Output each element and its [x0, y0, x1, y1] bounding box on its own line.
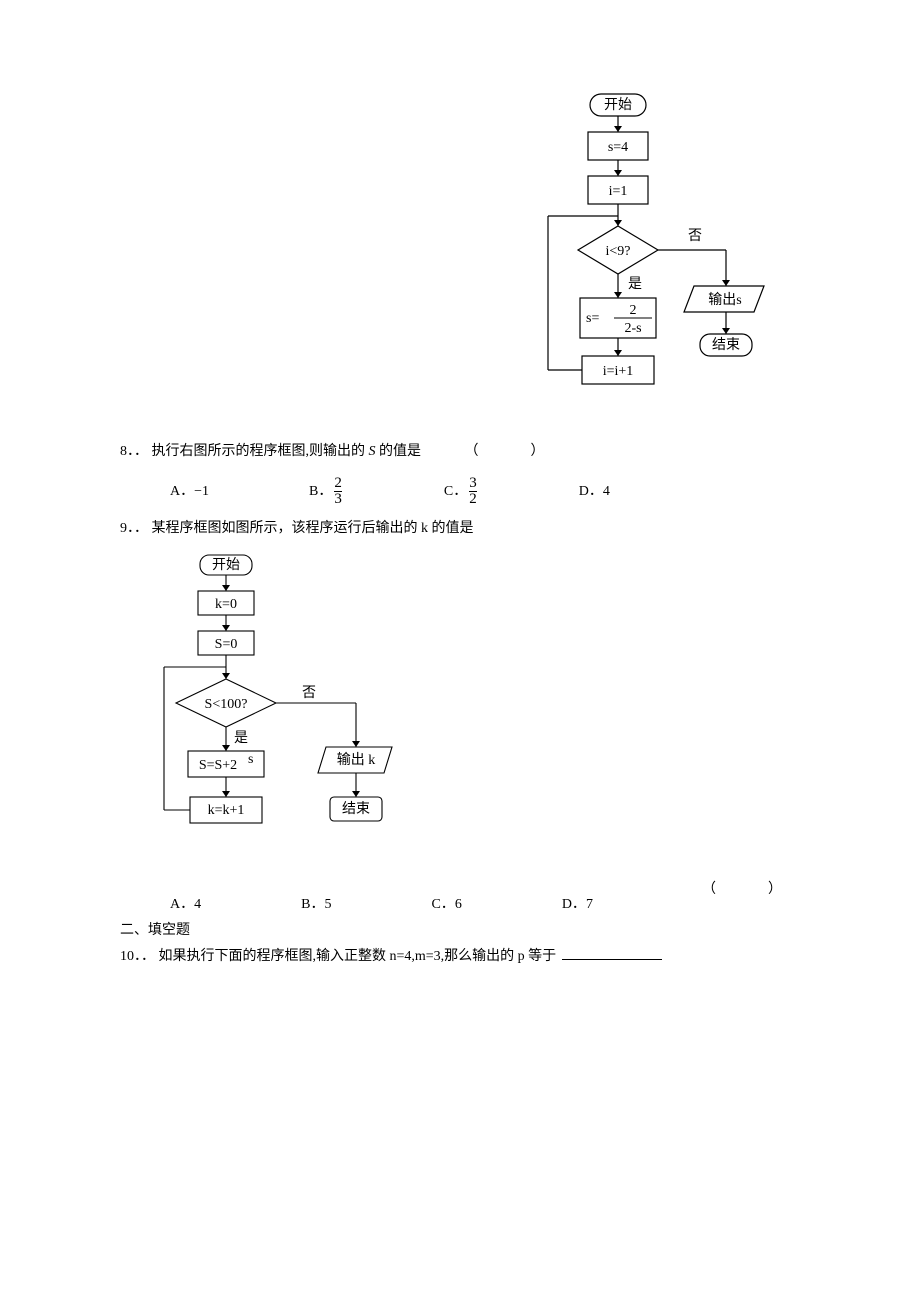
q8-option-c: C． 32 — [444, 476, 479, 509]
svg-text:结束: 结束 — [342, 801, 370, 817]
svg-text:S=0: S=0 — [215, 637, 238, 652]
svg-text:k=k+1: k=k+1 — [208, 803, 245, 818]
q8-answer-blank: （ ） — [465, 444, 553, 459]
svg-text:s=: s= — [586, 311, 599, 326]
svg-text:2: 2 — [630, 303, 637, 318]
q8-stem: 8．． 执行右图所示的程序框图,则输出的 S 的值是 （ ） — [120, 439, 800, 466]
q9-answer-blank: （ ） — [120, 878, 790, 898]
svg-text:否: 否 — [688, 229, 702, 244]
svg-text:开始: 开始 — [604, 97, 632, 113]
svg-text:S=S+2: S=S+2 — [199, 758, 237, 773]
q8-options: A．−1 B． 23 C． 32 D．4 — [170, 476, 800, 509]
svg-text:是: 是 — [234, 731, 248, 746]
section-2-title: 二、填空题 — [120, 918, 800, 945]
svg-text:k=0: k=0 — [215, 597, 237, 612]
q10-stem: 10．． 如果执行下面的程序框图,输入正整数 n=4,m=3,那么输出的 p 等… — [120, 944, 800, 971]
q9-number: 9．． — [120, 521, 148, 536]
svg-text:结束: 结束 — [712, 337, 740, 353]
q9-flowchart: 开始 k=0 S=0 S<100? 是 否 S=S+2 s k=k+1 输出 k… — [160, 551, 420, 874]
svg-text:i=i+1: i=i+1 — [603, 364, 634, 379]
svg-text:开始: 开始 — [212, 557, 240, 573]
q8-option-b: B． 23 — [309, 476, 344, 509]
q9-option-d: D．7 — [562, 898, 593, 912]
q10-blank — [562, 959, 662, 960]
q8-option-a: A．−1 — [170, 485, 209, 499]
svg-text:S<100?: S<100? — [205, 697, 248, 712]
svg-text:s=4: s=4 — [608, 140, 628, 155]
svg-text:s: s — [248, 752, 253, 767]
q9-option-a: A．4 — [170, 898, 201, 912]
q8-number: 8．． — [120, 444, 148, 459]
q8-flowchart: 开始 s=4 i=1 i<9? 是 否 s= 2 2-s i=i+1 输出s 结… — [530, 90, 780, 435]
svg-text:输出s: 输出s — [708, 292, 741, 308]
svg-text:i<9?: i<9? — [606, 244, 631, 259]
q8-option-d: D．4 — [579, 485, 610, 499]
q10-number: 10．． — [120, 949, 155, 964]
q9-option-b: B．5 — [301, 898, 331, 912]
svg-text:2-s: 2-s — [624, 321, 641, 336]
q9-options: A．4 B．5 C．6 D．7 — [170, 898, 800, 912]
svg-text:是: 是 — [628, 277, 642, 292]
q9-option-c: C．6 — [431, 898, 461, 912]
svg-text:i=1: i=1 — [609, 184, 628, 199]
q9-stem: 9．． 某程序框图如图所示，该程序运行后输出的 k 的值是 — [120, 516, 800, 543]
svg-text:输出 k: 输出 k — [337, 752, 376, 768]
svg-text:否: 否 — [302, 686, 316, 701]
